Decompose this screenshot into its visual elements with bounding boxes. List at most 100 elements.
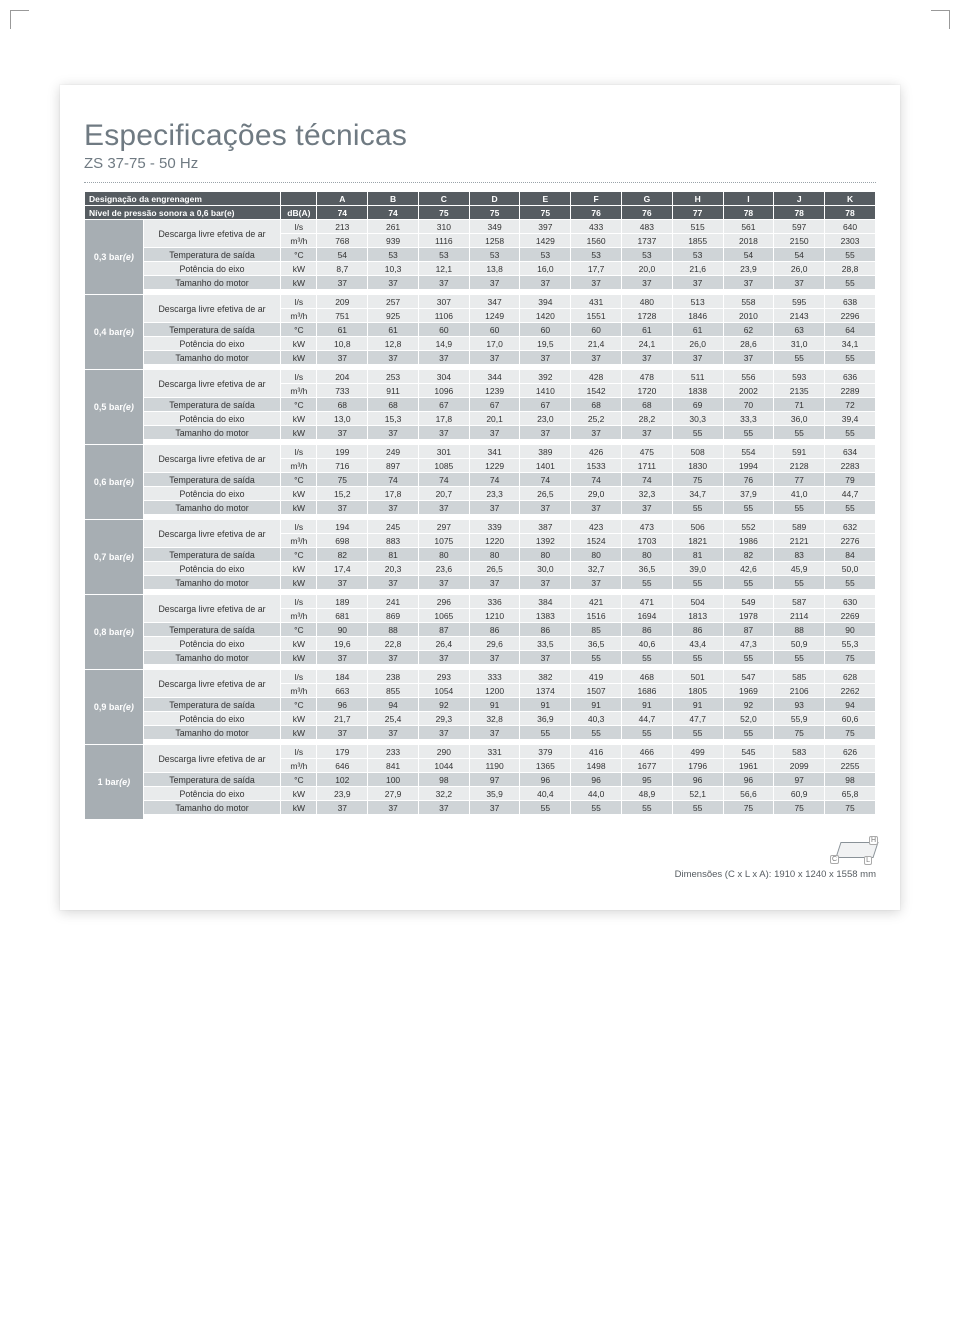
m3h-2-0: 733 (317, 384, 368, 398)
section-label-5: 0,8 bar(e) (85, 595, 144, 670)
temp-5-1: 88 (368, 623, 419, 637)
m3h-3-9: 2128 (774, 459, 825, 473)
kw-3-2: 20,7 (418, 487, 469, 501)
motor-7-6: 55 (622, 801, 673, 815)
unit-c-2: °C (281, 398, 317, 412)
motor-4-7: 55 (672, 576, 723, 590)
motor-1-9: 55 (774, 351, 825, 365)
motor-0-4: 37 (520, 276, 571, 290)
ls-7-8: 545 (723, 745, 774, 759)
motor-2-10: 55 (825, 426, 876, 440)
temp-6-8: 92 (723, 698, 774, 712)
m3h-1-10: 2296 (825, 309, 876, 323)
temp-6-2: 92 (418, 698, 469, 712)
motor-1-3: 37 (469, 351, 520, 365)
temp-3-4: 74 (520, 473, 571, 487)
temp-5-10: 90 (825, 623, 876, 637)
temp-4-10: 84 (825, 548, 876, 562)
ls-6-10: 628 (825, 670, 876, 684)
ls-6-7: 501 (672, 670, 723, 684)
kw-6-6: 44,7 (622, 712, 673, 726)
kw-3-3: 23,3 (469, 487, 520, 501)
unit-m3h-5: m³/h (281, 609, 317, 623)
kw-5-9: 50,9 (774, 637, 825, 651)
page-subtitle: ZS 37-75 - 50 Hz (84, 155, 876, 172)
temp-5-6: 86 (622, 623, 673, 637)
kw-0-9: 26,0 (774, 262, 825, 276)
kw-1-1: 12,8 (368, 337, 419, 351)
temp-3-8: 76 (723, 473, 774, 487)
temp-7-6: 95 (622, 773, 673, 787)
ls-2-2: 304 (418, 370, 469, 384)
motor-6-5: 55 (571, 726, 622, 740)
kw-7-2: 32,2 (418, 787, 469, 801)
section-label-6: 0,9 bar(e) (85, 670, 144, 745)
kw-7-4: 40,4 (520, 787, 571, 801)
m3h-4-2: 1075 (418, 534, 469, 548)
m3h-1-8: 2010 (723, 309, 774, 323)
temp-1-7: 61 (672, 323, 723, 337)
ls-6-5: 419 (571, 670, 622, 684)
temp-7-1: 100 (368, 773, 419, 787)
ls-6-8: 547 (723, 670, 774, 684)
temp-7-2: 98 (418, 773, 469, 787)
motor-6-6: 55 (622, 726, 673, 740)
m3h-2-2: 1096 (418, 384, 469, 398)
kw-4-6: 36,5 (622, 562, 673, 576)
ls-1-4: 394 (520, 295, 571, 309)
unit-kw-4: kW (281, 562, 317, 576)
m3h-2-5: 1542 (571, 384, 622, 398)
ls-4-9: 589 (774, 520, 825, 534)
motor-1-4: 37 (520, 351, 571, 365)
temp-5-4: 86 (520, 623, 571, 637)
unit-motor-1: kW (281, 351, 317, 365)
m3h-7-8: 1961 (723, 759, 774, 773)
motor-6-7: 55 (672, 726, 723, 740)
unit-kw-6: kW (281, 712, 317, 726)
kw-7-1: 27,9 (368, 787, 419, 801)
ls-1-7: 513 (672, 295, 723, 309)
row-shaft-label-1: Potência do eixo (143, 337, 281, 351)
ls-0-4: 397 (520, 220, 571, 234)
unit-m3h-6: m³/h (281, 684, 317, 698)
temp-2-4: 67 (520, 398, 571, 412)
motor-6-10: 75 (825, 726, 876, 740)
kw-5-0: 19,6 (317, 637, 368, 651)
unit-kw-7: kW (281, 787, 317, 801)
temp-1-8: 62 (723, 323, 774, 337)
m3h-5-4: 1383 (520, 609, 571, 623)
row-motor-label-5: Tamanho do motor (143, 651, 281, 665)
temp-6-5: 91 (571, 698, 622, 712)
kw-0-2: 12,1 (418, 262, 469, 276)
temp-7-5: 96 (571, 773, 622, 787)
m3h-6-9: 2106 (774, 684, 825, 698)
unit-motor-3: kW (281, 501, 317, 515)
temp-1-10: 64 (825, 323, 876, 337)
m3h-4-8: 1986 (723, 534, 774, 548)
sound-val-0: 74 (317, 206, 368, 220)
motor-3-9: 55 (774, 501, 825, 515)
m3h-3-2: 1085 (418, 459, 469, 473)
temp-4-2: 80 (418, 548, 469, 562)
kw-4-1: 20,3 (368, 562, 419, 576)
kw-2-6: 28,2 (622, 412, 673, 426)
kw-6-2: 29,3 (418, 712, 469, 726)
ls-4-4: 387 (520, 520, 571, 534)
kw-5-6: 40,6 (622, 637, 673, 651)
ls-3-0: 199 (317, 445, 368, 459)
unit-kw-3: kW (281, 487, 317, 501)
ls-3-7: 508 (672, 445, 723, 459)
temp-5-5: 85 (571, 623, 622, 637)
motor-2-0: 37 (317, 426, 368, 440)
kw-5-4: 33,5 (520, 637, 571, 651)
ls-2-4: 392 (520, 370, 571, 384)
header-col-J: J (774, 192, 825, 206)
m3h-1-0: 751 (317, 309, 368, 323)
ls-3-4: 389 (520, 445, 571, 459)
header-sound-label: Nível de pressão sonora a 0,6 bar(e) (85, 206, 281, 220)
spec-table-body: Designação da engrenagemABCDEFGHIJKNível… (85, 192, 876, 820)
m3h-7-5: 1498 (571, 759, 622, 773)
m3h-1-4: 1420 (520, 309, 571, 323)
temp-5-2: 87 (418, 623, 469, 637)
temp-2-2: 67 (418, 398, 469, 412)
